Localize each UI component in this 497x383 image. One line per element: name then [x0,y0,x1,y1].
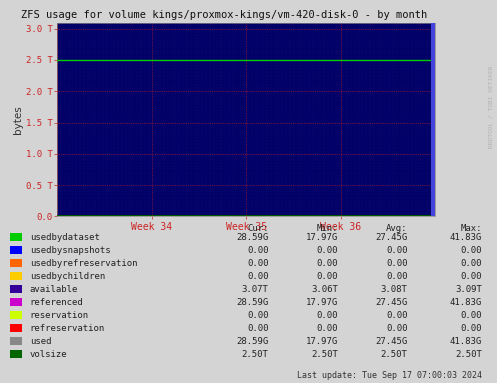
Text: 17.97G: 17.97G [306,337,338,346]
Text: 0.00: 0.00 [461,272,482,281]
Text: 3.08T: 3.08T [381,285,408,294]
Text: refreservation: refreservation [30,324,105,333]
Text: 0.00: 0.00 [247,272,268,281]
Text: 28.59G: 28.59G [236,337,268,346]
Text: 27.45G: 27.45G [375,337,408,346]
Text: 41.83G: 41.83G [450,232,482,242]
Text: 0.00: 0.00 [461,246,482,255]
Text: 0.00: 0.00 [386,259,408,268]
Text: Cur:: Cur: [247,224,268,233]
Text: 0.00: 0.00 [386,246,408,255]
Text: 0.00: 0.00 [247,246,268,255]
Text: 17.97G: 17.97G [306,298,338,307]
Text: Min:: Min: [317,224,338,233]
Text: usedbysnapshots: usedbysnapshots [30,246,110,255]
Text: 27.45G: 27.45G [375,232,408,242]
Text: 0.00: 0.00 [247,259,268,268]
Text: 17.97G: 17.97G [306,232,338,242]
Text: 0.00: 0.00 [461,324,482,333]
Text: usedbychildren: usedbychildren [30,272,105,281]
Text: 0.00: 0.00 [461,259,482,268]
Text: 0.00: 0.00 [317,311,338,320]
Text: Max:: Max: [461,224,482,233]
Text: Last update: Tue Sep 17 07:00:03 2024: Last update: Tue Sep 17 07:00:03 2024 [297,371,482,380]
Text: reservation: reservation [30,311,89,320]
Text: 0.00: 0.00 [247,311,268,320]
Text: 2.50T: 2.50T [311,350,338,359]
Text: 0.00: 0.00 [247,324,268,333]
Text: 0.00: 0.00 [461,311,482,320]
Text: 2.50T: 2.50T [381,350,408,359]
Text: RRDTOOL / TOBI OETIKER: RRDTOOL / TOBI OETIKER [489,66,494,149]
Text: 41.83G: 41.83G [450,337,482,346]
Text: 0.00: 0.00 [386,311,408,320]
Text: usedbydataset: usedbydataset [30,232,100,242]
Text: available: available [30,285,78,294]
Text: 0.00: 0.00 [386,272,408,281]
Text: 0.00: 0.00 [317,272,338,281]
Y-axis label: bytes: bytes [13,105,23,134]
Text: usedbyrefreservation: usedbyrefreservation [30,259,137,268]
Text: ZFS usage for volume kings/proxmox-kings/vm-420-disk-0 - by month: ZFS usage for volume kings/proxmox-kings… [20,10,427,20]
Text: 41.83G: 41.83G [450,298,482,307]
Text: 2.50T: 2.50T [455,350,482,359]
Text: Avg:: Avg: [386,224,408,233]
Text: 0.00: 0.00 [317,246,338,255]
Text: 3.07T: 3.07T [242,285,268,294]
Text: 2.50T: 2.50T [242,350,268,359]
Text: 0.00: 0.00 [317,259,338,268]
Text: 27.45G: 27.45G [375,298,408,307]
Text: 3.06T: 3.06T [311,285,338,294]
Text: referenced: referenced [30,298,83,307]
Text: 28.59G: 28.59G [236,298,268,307]
Text: 0.00: 0.00 [317,324,338,333]
Text: volsize: volsize [30,350,68,359]
Text: 3.09T: 3.09T [455,285,482,294]
Text: 0.00: 0.00 [386,324,408,333]
Text: used: used [30,337,51,346]
Text: 28.59G: 28.59G [236,232,268,242]
